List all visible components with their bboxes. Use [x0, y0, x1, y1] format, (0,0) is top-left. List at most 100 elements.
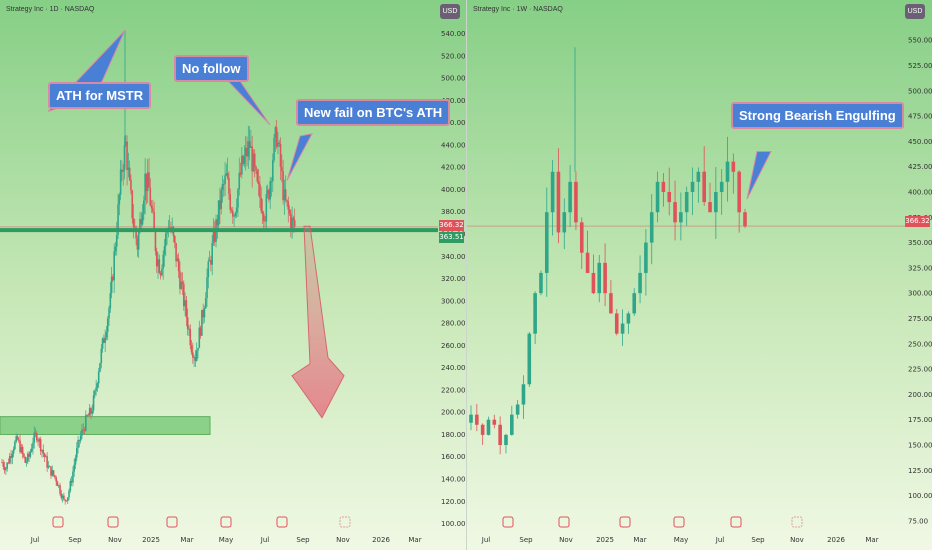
daily-candle — [246, 147, 248, 157]
daily-candle — [279, 143, 282, 167]
y-tick-label: 480.00 — [441, 97, 466, 105]
daily-candle — [284, 189, 287, 200]
daily-candle — [260, 197, 262, 212]
daily-candle — [104, 337, 106, 343]
earnings-marker — [166, 516, 178, 528]
daily-candle — [204, 298, 207, 309]
daily-candle — [108, 308, 110, 319]
daily-candle — [36, 433, 38, 441]
daily-candle — [257, 181, 260, 185]
weekly-candle — [661, 181, 666, 192]
daily-candle — [105, 331, 108, 338]
weekly-candle — [731, 161, 736, 172]
daily-candle — [25, 461, 28, 463]
y-tick-label: 440.00 — [441, 141, 466, 149]
daily-candle — [158, 259, 161, 273]
callout-pointer-btc-ath — [286, 133, 313, 181]
weekly-chart-canvas[interactable]: 75.00 100.00 125.00 150.00 175.00 200.00 225.0… — [467, 0, 932, 550]
daily-candle — [132, 218, 135, 227]
earnings-marker — [220, 516, 232, 528]
weekly-candle — [562, 212, 567, 233]
daily-candle — [97, 371, 100, 384]
daily-candle — [118, 194, 121, 205]
daily-candle — [208, 260, 211, 262]
weekly-candle — [679, 212, 683, 223]
x-tick-label: 2025 — [142, 536, 160, 544]
weekly-candle — [591, 272, 596, 294]
daily-candle — [14, 441, 16, 450]
daily-candle — [259, 184, 261, 198]
x-tick-label: Jul — [481, 536, 491, 544]
daily-candle — [39, 439, 42, 452]
daily-candle — [123, 145, 126, 171]
y-tick-label: 120.00 — [441, 498, 466, 506]
y-tick-label: 160.00 — [441, 453, 466, 461]
daily-candle — [1, 462, 3, 464]
daily-candle — [81, 429, 83, 436]
weekly-candle — [655, 181, 660, 213]
daily-candle — [177, 258, 180, 272]
daily-candle — [225, 173, 228, 176]
currency-button[interactable]: USD — [440, 4, 460, 19]
x-tick-label: Nov — [559, 536, 573, 544]
daily-candle — [234, 212, 237, 216]
weekly-candle — [649, 212, 654, 243]
weekly-candle — [632, 293, 637, 314]
y-tick-label: 275.00 — [908, 315, 932, 323]
daily-candle — [253, 153, 256, 167]
weekly-candle — [667, 191, 672, 203]
daily-candle — [146, 172, 149, 192]
y-tick-label: 150.00 — [908, 442, 932, 450]
daily-candle — [8, 456, 11, 464]
daily-candle — [265, 193, 268, 222]
daily-candle — [45, 456, 47, 458]
daily-candle — [183, 283, 185, 307]
x-tick-label: Nov — [790, 536, 804, 544]
daily-candle — [274, 127, 277, 138]
weekly-chart-panel[interactable]: 75.00 100.00 125.00 150.00 175.00 200.00 225.0… — [467, 0, 932, 550]
daily-candle — [128, 167, 131, 180]
daily-candle — [283, 189, 286, 201]
weekly-candle — [725, 161, 730, 182]
callout-btc-ath: New fail on BTC's ATH — [296, 99, 451, 126]
daily-candle — [261, 211, 264, 214]
daily-candle — [86, 415, 88, 416]
daily-candle — [46, 456, 48, 468]
daily-candle — [287, 201, 290, 210]
y-tick-label: 125.00 — [908, 467, 932, 475]
weekly-candle — [708, 202, 712, 213]
daily-candle — [281, 166, 283, 172]
daily-candle — [127, 167, 130, 170]
daily-candle — [113, 251, 115, 281]
x-tick-label: Sep — [751, 536, 765, 544]
daily-candle — [77, 440, 79, 448]
weekly-candle — [498, 424, 502, 446]
daily-candle — [230, 209, 233, 211]
daily-candle — [153, 211, 155, 230]
daily-candle — [176, 258, 179, 262]
weekly-candle — [469, 414, 473, 423]
y-tick-label: 100.00 — [908, 492, 932, 500]
support-line — [0, 228, 438, 233]
daily-chart-panel[interactable]: 100.00 120.00 140.00 160.00 180.00 200.00 220.… — [0, 0, 466, 550]
currency-button[interactable]: USD — [905, 4, 925, 19]
weekly-candle — [556, 171, 561, 233]
weekly-candle — [539, 272, 543, 294]
daily-candle — [269, 181, 272, 200]
daily-candle — [101, 338, 104, 349]
x-tick-label: Nov — [108, 536, 122, 544]
weekly-candle — [475, 414, 479, 425]
daily-candle — [221, 184, 224, 191]
daily-candle — [277, 142, 279, 147]
y-tick-label: 300.00 — [908, 290, 932, 298]
daily-candle — [233, 215, 235, 217]
daily-candle — [149, 187, 152, 206]
daily-candle — [278, 142, 281, 144]
daily-candle — [264, 220, 266, 222]
daily-candle — [282, 171, 284, 201]
daily-candle — [256, 170, 259, 182]
daily-chart-canvas[interactable]: 100.00 120.00 140.00 160.00 180.00 200.00 220.… — [0, 0, 466, 550]
y-tick-label: 380.00 — [441, 208, 466, 216]
daily-candle — [33, 432, 36, 443]
weekly-candle — [579, 222, 584, 253]
